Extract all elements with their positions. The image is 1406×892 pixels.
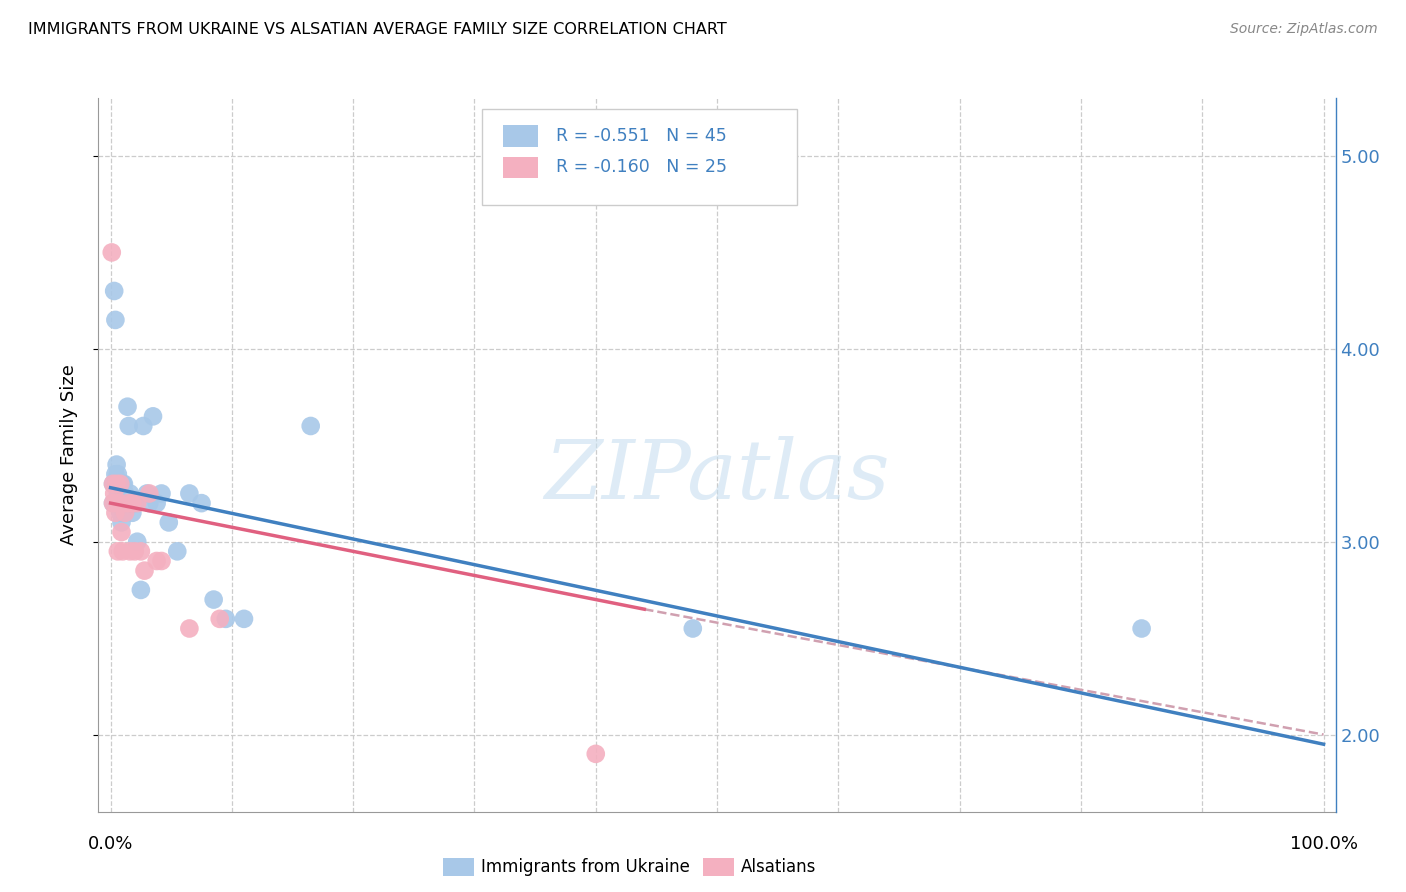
Point bbox=[107, 486, 129, 500]
Point bbox=[215, 612, 238, 626]
Point bbox=[118, 419, 141, 434]
Point bbox=[208, 612, 231, 626]
Point bbox=[101, 496, 124, 510]
Text: Alsatians: Alsatians bbox=[741, 858, 817, 876]
Point bbox=[101, 476, 124, 491]
Point bbox=[136, 486, 159, 500]
Point bbox=[585, 747, 607, 761]
Point bbox=[129, 544, 152, 558]
Point bbox=[127, 534, 149, 549]
FancyBboxPatch shape bbox=[503, 125, 537, 146]
Point bbox=[117, 400, 139, 414]
Y-axis label: Average Family Size: Average Family Size bbox=[59, 365, 77, 545]
Text: ZIPatlas: ZIPatlas bbox=[544, 436, 890, 516]
Point bbox=[124, 496, 146, 510]
Point bbox=[105, 476, 128, 491]
Point bbox=[110, 486, 132, 500]
Point bbox=[104, 313, 127, 327]
Point bbox=[132, 419, 155, 434]
Point bbox=[112, 476, 135, 491]
Point bbox=[108, 496, 131, 510]
Point bbox=[127, 496, 149, 510]
Point bbox=[103, 284, 125, 298]
Point bbox=[105, 458, 128, 472]
Point bbox=[120, 496, 142, 510]
Text: R = -0.160   N = 25: R = -0.160 N = 25 bbox=[557, 159, 727, 177]
Point bbox=[179, 486, 201, 500]
Point bbox=[150, 554, 173, 568]
Point bbox=[110, 516, 132, 530]
Text: 0.0%: 0.0% bbox=[87, 835, 134, 853]
Point bbox=[124, 544, 146, 558]
Point bbox=[110, 476, 132, 491]
Point bbox=[111, 476, 134, 491]
Point bbox=[157, 516, 180, 530]
Text: 100.0%: 100.0% bbox=[1289, 835, 1358, 853]
Point bbox=[138, 496, 160, 510]
Point bbox=[112, 506, 135, 520]
Point bbox=[114, 506, 136, 520]
Text: R = -0.551   N = 45: R = -0.551 N = 45 bbox=[557, 127, 727, 145]
Point bbox=[129, 582, 152, 597]
Point bbox=[166, 544, 188, 558]
Point bbox=[101, 496, 124, 510]
Point bbox=[111, 544, 134, 558]
Point bbox=[121, 506, 143, 520]
Point bbox=[105, 476, 128, 491]
Point bbox=[100, 245, 122, 260]
Point bbox=[299, 419, 322, 434]
Point bbox=[108, 496, 131, 510]
Point bbox=[179, 622, 201, 636]
Point bbox=[202, 592, 225, 607]
Point bbox=[150, 486, 173, 500]
Text: Immigrants from Ukraine: Immigrants from Ukraine bbox=[481, 858, 690, 876]
Point bbox=[142, 409, 165, 424]
Point bbox=[134, 564, 156, 578]
Point bbox=[121, 496, 143, 510]
Point bbox=[110, 476, 132, 491]
Point bbox=[104, 467, 127, 482]
FancyBboxPatch shape bbox=[482, 109, 797, 205]
Point bbox=[115, 496, 138, 510]
Point bbox=[103, 486, 125, 500]
Point bbox=[138, 486, 160, 500]
Point bbox=[1130, 622, 1153, 636]
Point bbox=[145, 496, 167, 510]
Text: Source: ZipAtlas.com: Source: ZipAtlas.com bbox=[1230, 22, 1378, 37]
Point bbox=[107, 467, 129, 482]
Point bbox=[110, 506, 132, 520]
Point bbox=[233, 612, 256, 626]
Point bbox=[110, 524, 132, 539]
FancyBboxPatch shape bbox=[503, 157, 537, 178]
Text: IMMIGRANTS FROM UKRAINE VS ALSATIAN AVERAGE FAMILY SIZE CORRELATION CHART: IMMIGRANTS FROM UKRAINE VS ALSATIAN AVER… bbox=[28, 22, 727, 37]
Point bbox=[107, 544, 129, 558]
Point bbox=[108, 476, 131, 491]
Point bbox=[104, 506, 127, 520]
Point bbox=[114, 486, 136, 500]
Point bbox=[190, 496, 212, 510]
Point bbox=[118, 544, 141, 558]
Point bbox=[117, 496, 139, 510]
Point bbox=[682, 622, 704, 636]
Point bbox=[101, 476, 124, 491]
Point bbox=[111, 496, 134, 510]
Point bbox=[118, 486, 141, 500]
Point bbox=[145, 554, 167, 568]
